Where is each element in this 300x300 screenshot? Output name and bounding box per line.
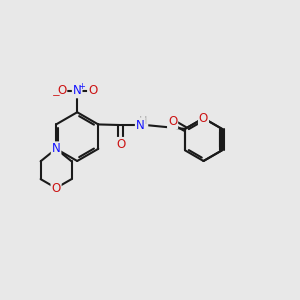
Text: O: O — [57, 84, 66, 98]
Text: H: H — [139, 116, 147, 127]
Text: O: O — [116, 138, 125, 151]
Text: −: − — [52, 91, 61, 101]
Text: N: N — [73, 84, 82, 98]
Text: N: N — [136, 118, 145, 131]
Text: O: O — [199, 112, 208, 125]
Text: O: O — [51, 182, 61, 194]
Text: O: O — [168, 115, 177, 128]
Text: N: N — [52, 142, 60, 155]
Text: +: + — [78, 82, 85, 91]
Text: O: O — [88, 84, 97, 98]
